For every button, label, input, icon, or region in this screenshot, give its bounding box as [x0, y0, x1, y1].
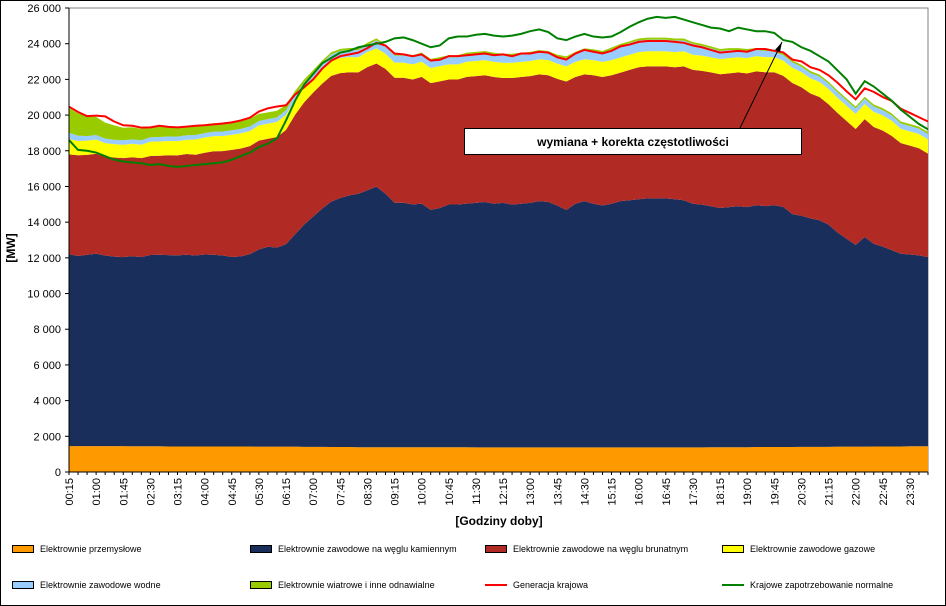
x-tick-label: 04:45	[227, 478, 239, 506]
legend-item: Krajowe zapotrzebowanie normalne	[722, 580, 893, 590]
x-tick-label: 16:45	[661, 478, 673, 506]
y-tick-label: 4 000	[33, 396, 61, 408]
legend-item: Elektrownie wiatrowe i inne odnawialne	[250, 580, 435, 590]
y-tick-label: 14 000	[27, 217, 61, 229]
legend-swatch	[250, 545, 272, 553]
x-tick-label: 10:00	[417, 478, 429, 506]
x-tick-label: 20:30	[796, 478, 808, 506]
x-tick-label: 08:30	[362, 478, 374, 506]
y-tick-label: 6 000	[33, 360, 61, 372]
legend-label: Elektrownie przemysłowe	[40, 544, 142, 554]
x-tick-label: 19:00	[742, 478, 754, 506]
x-tick-label: 09:15	[390, 478, 402, 506]
x-tick-label: 03:15	[173, 478, 185, 506]
x-tick-label: 05:30	[254, 478, 266, 506]
y-tick-label: 10 000	[27, 289, 61, 301]
area-series-4	[69, 48, 928, 159]
area-series-5	[69, 39, 928, 145]
area-series-6	[69, 37, 928, 141]
line-series-1	[68, 40, 929, 129]
legend-item: Generacja krajowa	[485, 580, 588, 590]
area-series-3	[69, 63, 928, 258]
legend-label: Krajowe zapotrzebowanie normalne	[750, 580, 894, 590]
x-tick-label: 12:15	[498, 478, 510, 506]
legend-item: Elektrownie przemysłowe	[12, 544, 142, 554]
x-tick-label: 22:00	[851, 478, 863, 506]
x-axis-label: [Godziny doby]	[455, 514, 542, 528]
y-tick-label: 16 000	[27, 181, 61, 193]
legend-swatch	[12, 545, 34, 553]
x-tick-label: 23:30	[905, 478, 917, 506]
x-tick-label: 13:45	[552, 478, 564, 506]
x-tick-label: 07:00	[308, 478, 320, 506]
y-tick-label: 26 000	[27, 3, 61, 15]
x-tick-label: 14:30	[579, 478, 591, 506]
x-tick-label: 10:45	[444, 478, 456, 506]
y-tick-label: 8 000	[33, 324, 61, 336]
legend-item: Elektrownie zawodowe gazowe	[722, 544, 875, 554]
x-tick-label: 11:30	[471, 478, 483, 505]
legend: Elektrownie przemysłowe Elektrownie zawod…	[0, 540, 946, 606]
line-series-2	[68, 15, 929, 168]
annotation-box: wymiana + korekta częstotliwości	[464, 128, 802, 155]
x-tick-label: 16:00	[634, 478, 646, 506]
area-series-1	[69, 446, 928, 472]
y-tick-label: 2 000	[33, 431, 61, 443]
y-axis-label: [MW]	[4, 233, 18, 262]
legend-item: Elektrownie zawodowe na węglu kamiennym	[250, 544, 457, 554]
legend-swatch	[12, 581, 34, 589]
legend-item: Elektrownie zawodowe wodne	[12, 580, 161, 590]
x-tick-label: 18:15	[715, 478, 727, 506]
x-tick-label: 04:00	[200, 478, 212, 506]
legend-swatch	[722, 545, 744, 553]
x-tick-label: 13:00	[525, 478, 537, 506]
x-tick-label: 15:15	[607, 478, 619, 506]
x-tick-label: 19:45	[769, 478, 781, 506]
legend-line-swatch	[485, 584, 507, 586]
x-tick-label: 01:45	[118, 478, 130, 506]
x-tick-label: 06:15	[281, 478, 293, 506]
legend-label: Elektrownie zawodowe na węglu brunatnym	[513, 544, 689, 554]
legend-line-swatch	[722, 584, 744, 586]
legend-swatch	[250, 581, 272, 589]
legend-swatch	[485, 545, 507, 553]
legend-label: Elektrownie zawodowe gazowe	[750, 544, 876, 554]
annotation-arrowhead	[775, 42, 782, 52]
x-tick-label: 02:30	[145, 478, 157, 506]
annotation-text: wymiana + korekta częstotliwości	[537, 134, 729, 149]
x-tick-label: 22:45	[878, 478, 890, 506]
y-tick-label: 0	[55, 467, 61, 479]
x-tick-label: 17:30	[688, 478, 700, 506]
y-tick-label: 22 000	[27, 74, 61, 86]
y-tick-label: 24 000	[27, 39, 61, 51]
y-tick-label: 20 000	[27, 110, 61, 122]
y-tick-label: 12 000	[27, 253, 61, 265]
y-tick-label: 18 000	[27, 146, 61, 158]
legend-item: Elektrownie zawodowe na węglu brunatnym	[485, 544, 688, 554]
legend-label: Elektrownie zawodowe wodne	[40, 580, 161, 590]
legend-label: Elektrownie zawodowe na węglu kamiennym	[278, 544, 457, 554]
legend-label: Generacja krajowa	[513, 580, 589, 590]
chart-svg: 0 2 000 4 000 6 000 8 000 10 000 12 000 14 000 1…	[4, 3, 929, 528]
x-tick-label: 00:15	[64, 478, 76, 506]
x-tick-label: 01:00	[91, 478, 103, 506]
x-tick-label: 07:45	[335, 478, 347, 506]
legend-label: Elektrownie wiatrowe i inne odnawialne	[278, 580, 435, 590]
area-series-2	[69, 186, 928, 448]
annotation-arrow	[739, 41, 783, 129]
x-tick-label: 21:15	[824, 478, 836, 506]
